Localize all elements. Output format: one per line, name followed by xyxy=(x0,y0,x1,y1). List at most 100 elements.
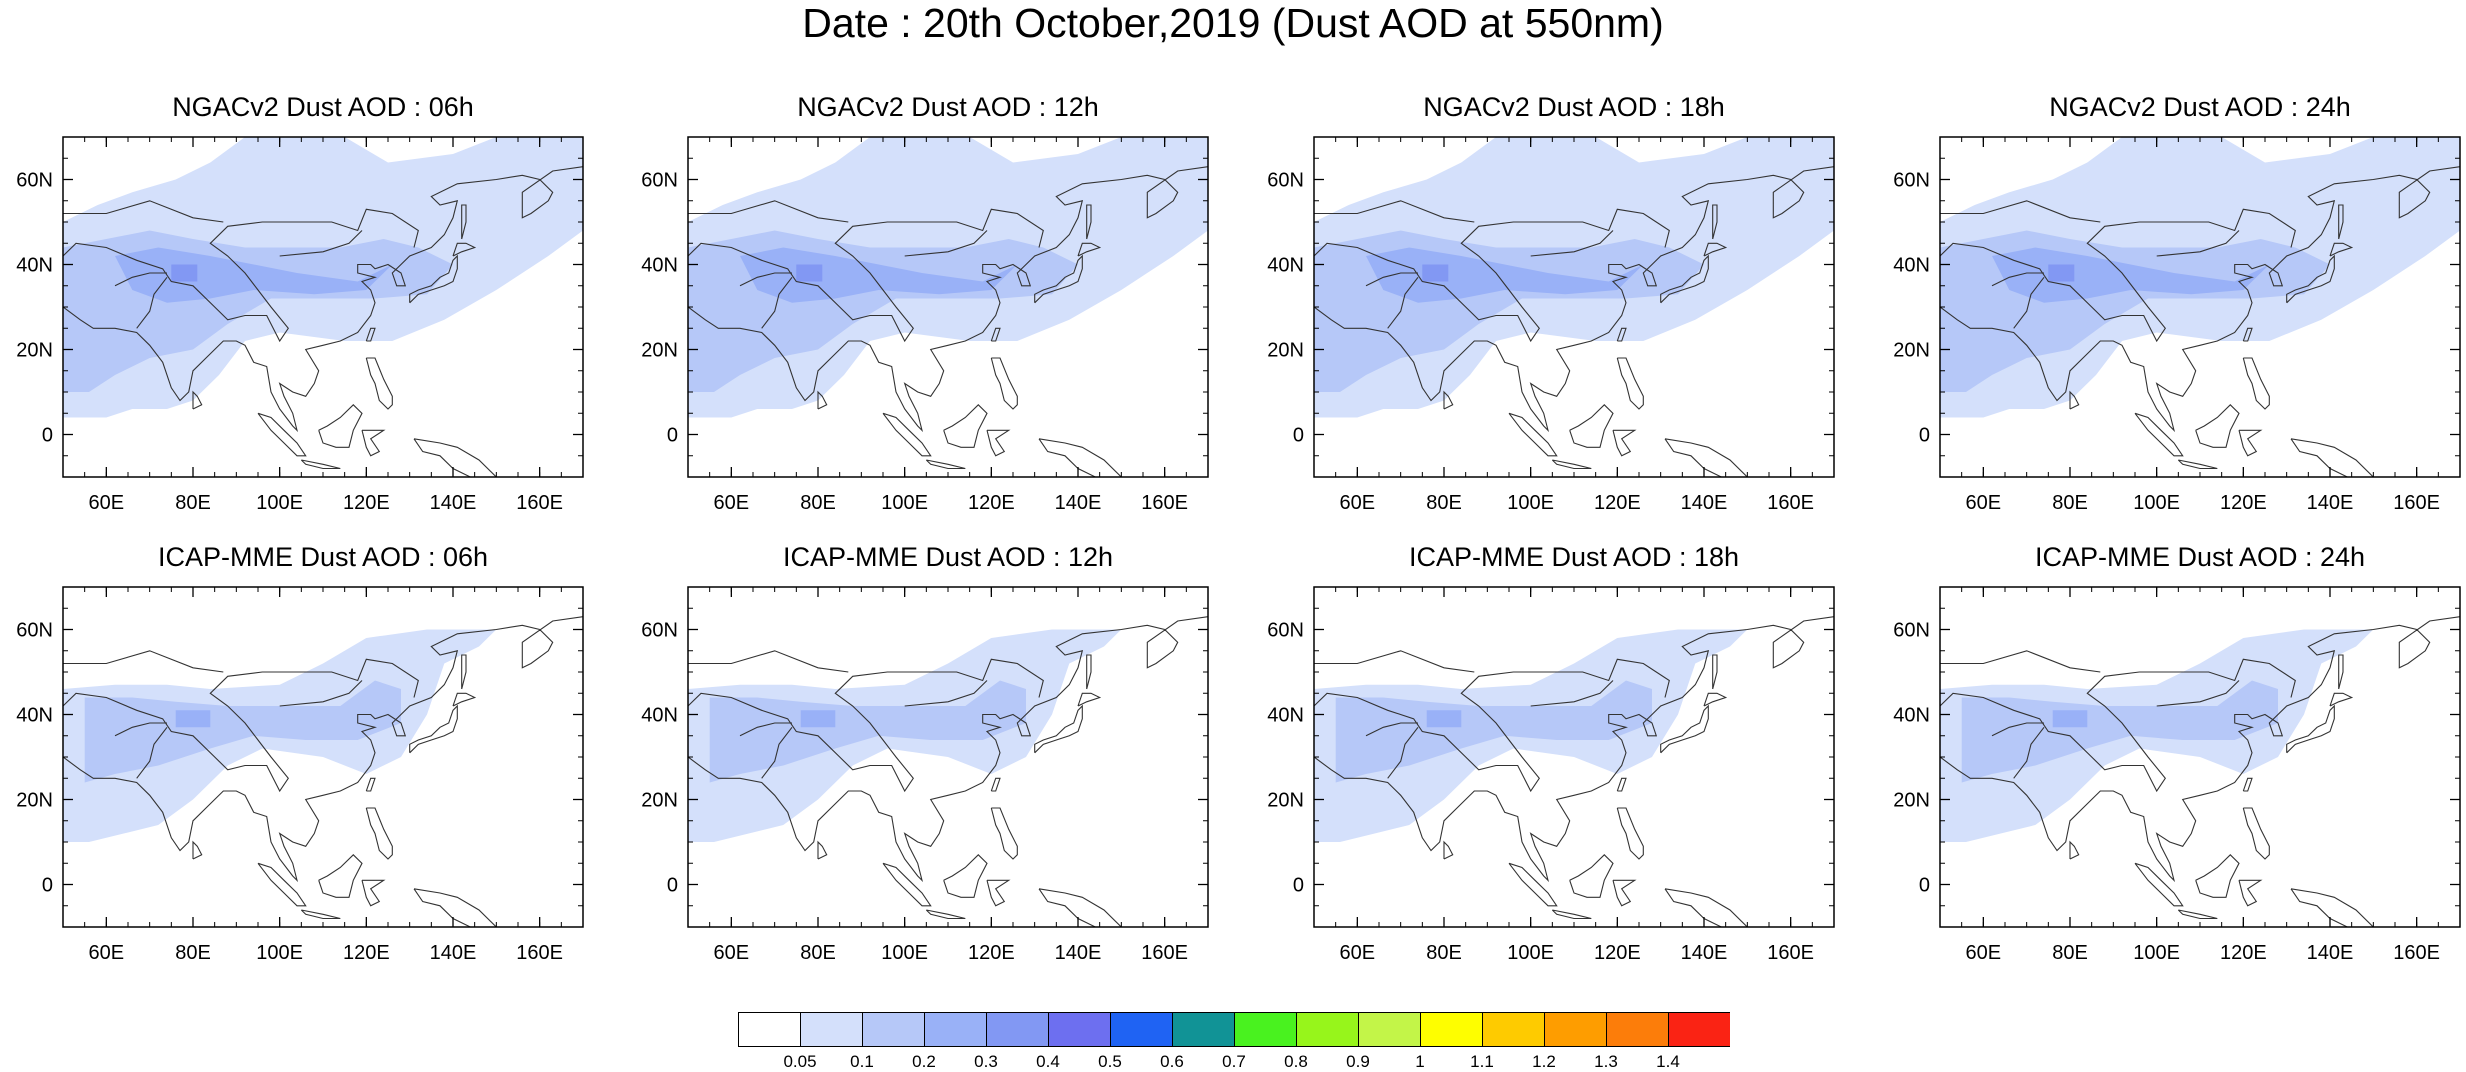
lat-tick-label: 20N xyxy=(641,790,678,812)
lon-tick-label: 160E xyxy=(1141,942,1188,964)
coastline xyxy=(2069,840,2080,860)
lat-tick-label: 40N xyxy=(16,255,53,277)
lat-tick-label: 40N xyxy=(1893,255,1930,277)
panel-title-3: NGACv2 Dust AOD : 18h xyxy=(1423,92,1725,122)
lat-tick-label: 20N xyxy=(1267,340,1304,362)
lat-tick-label: 20N xyxy=(16,340,53,362)
lon-tick-label: 120E xyxy=(343,942,390,964)
panel-title-4: NGACv2 Dust AOD : 24h xyxy=(2049,92,2351,122)
dust-aod-field xyxy=(1314,616,1834,927)
lon-tick-label: 160E xyxy=(516,942,563,964)
coastline xyxy=(2286,704,2335,754)
lon-tick-label: 120E xyxy=(968,942,1015,964)
coastline xyxy=(365,327,376,342)
coastline xyxy=(986,429,1011,457)
lon-tick-label: 60E xyxy=(714,492,750,514)
colorbar-box xyxy=(924,1012,987,1047)
coastline xyxy=(1034,254,1083,304)
coastline xyxy=(63,616,583,883)
coastline xyxy=(1551,459,1592,470)
coastline xyxy=(761,726,793,779)
coastline xyxy=(1530,680,1614,707)
coastline xyxy=(361,429,386,457)
lon-tick-label: 100E xyxy=(1507,492,1554,514)
coastline xyxy=(1664,888,1749,927)
lon-tick-label: 140E xyxy=(2307,942,2354,964)
lat-tick-label: 40N xyxy=(1893,705,1930,727)
lon-tick-label: 100E xyxy=(1507,942,1554,964)
lon-tick-label: 80E xyxy=(175,492,211,514)
coastline xyxy=(817,390,828,410)
coastline xyxy=(2238,879,2263,907)
coastline xyxy=(1551,909,1592,920)
coastline xyxy=(1314,616,1834,883)
dust-aod-field xyxy=(688,616,1208,927)
coastline xyxy=(1660,704,1709,754)
panel-title-2: NGACv2 Dust AOD : 12h xyxy=(797,92,1099,122)
coastline xyxy=(461,654,467,690)
aod-contour xyxy=(2048,264,2075,282)
coastline xyxy=(413,888,498,927)
colorbar-box xyxy=(1420,1012,1483,1047)
lon-tick-label: 140E xyxy=(430,492,477,514)
panel-title-8: ICAP-MME Dust AOD : 24h xyxy=(2034,542,2366,572)
colorbar-label: 0.5 xyxy=(1098,1052,1122,1071)
coastline xyxy=(688,200,849,223)
lon-tick-label: 160E xyxy=(2393,492,2440,514)
lat-tick-label: 0 xyxy=(1919,875,1930,897)
coastline xyxy=(2290,888,2375,927)
aod-contour xyxy=(84,680,401,783)
coastline xyxy=(1940,650,2101,673)
lat-tick-label: 60N xyxy=(1267,170,1304,192)
coastline xyxy=(1086,654,1092,690)
coastline xyxy=(136,726,168,779)
lat-tick-label: 20N xyxy=(1893,340,1930,362)
coastline xyxy=(2195,854,2240,898)
map-panel-5: 60E 80E 100E 120E 140E 160E 0 20N 40N 60N xyxy=(16,586,584,964)
coastline xyxy=(986,879,1011,907)
colorbar xyxy=(738,1012,1730,1047)
colorbar-label: 1 xyxy=(1415,1052,1425,1071)
coastline xyxy=(279,230,363,257)
colorbar-box xyxy=(1544,1012,1607,1047)
lon-tick-label: 120E xyxy=(1594,942,1641,964)
lon-tick-label: 120E xyxy=(2220,492,2267,514)
coastline xyxy=(1508,412,1558,457)
colorbar-label: 1.3 xyxy=(1594,1052,1618,1071)
aod-contour xyxy=(740,247,1018,303)
lon-tick-label: 140E xyxy=(1681,942,1728,964)
coastline xyxy=(1991,722,2044,737)
dust-aod-field xyxy=(688,137,1208,477)
coastline xyxy=(1940,166,2460,433)
lat-tick-label: 0 xyxy=(1919,425,1930,447)
lon-tick-label: 60E xyxy=(89,492,125,514)
coastline xyxy=(1038,438,1123,477)
lon-tick-label: 120E xyxy=(968,492,1015,514)
coastline xyxy=(943,404,988,448)
coastline xyxy=(300,459,341,470)
lon-tick-label: 80E xyxy=(800,942,836,964)
coastline xyxy=(1712,204,1718,240)
coastline xyxy=(1314,166,1834,433)
lon-tick-label: 100E xyxy=(2133,942,2180,964)
map-panel-7: 60E 80E 100E 120E 140E 160E 0 20N 40N 60N xyxy=(1267,586,1835,964)
colorbar-box xyxy=(1358,1012,1421,1047)
lat-tick-label: 60N xyxy=(16,620,53,642)
coastline xyxy=(2177,459,2218,470)
coastline xyxy=(990,327,1001,342)
coastline xyxy=(1443,840,1454,860)
panel-title-7: ICAP-MME Dust AOD : 18h xyxy=(1408,542,1740,572)
coastline xyxy=(1991,272,2044,287)
lon-tick-label: 160E xyxy=(2393,942,2440,964)
coastline xyxy=(452,692,477,707)
lat-tick-label: 0 xyxy=(1293,425,1304,447)
coastline xyxy=(1443,390,1454,410)
coastline xyxy=(361,879,386,907)
lat-tick-label: 0 xyxy=(667,875,678,897)
lat-tick-label: 0 xyxy=(1293,875,1304,897)
coastline xyxy=(990,777,1001,792)
coastline xyxy=(192,840,203,860)
map-panel-1: 60E 80E 100E 120E 140E 160E 0 20N 40N 60N xyxy=(16,136,584,514)
coastline xyxy=(318,854,363,898)
lon-tick-label: 160E xyxy=(1767,492,1814,514)
